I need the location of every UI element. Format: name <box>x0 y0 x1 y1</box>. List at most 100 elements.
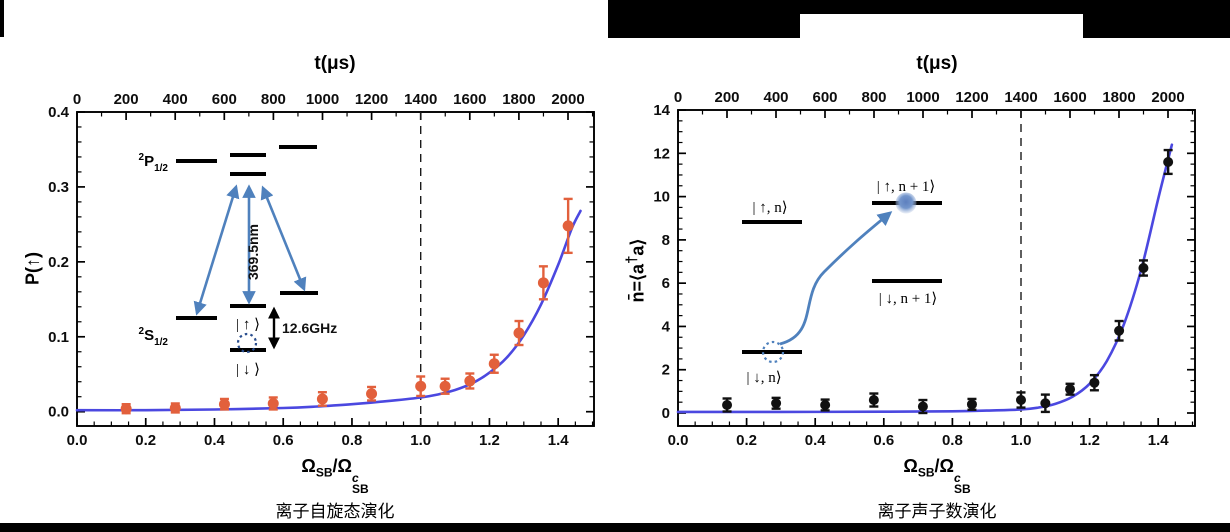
svg-text:400: 400 <box>763 89 788 106</box>
data-point <box>366 388 378 400</box>
svg-text:0.0: 0.0 <box>668 432 689 449</box>
data-point <box>1163 156 1174 167</box>
top-black-block-left <box>608 0 800 38</box>
theory-curve <box>676 143 1174 414</box>
svg-text:1000: 1000 <box>306 91 339 108</box>
data-point <box>1114 325 1125 336</box>
data-point <box>722 399 733 410</box>
svg-text:600: 600 <box>812 89 837 106</box>
down-ket-label: | ↓ ⟩ <box>236 362 260 378</box>
data-point <box>464 375 476 387</box>
svg-text:1.4: 1.4 <box>1148 432 1170 449</box>
electron-population-dashed-circle <box>236 332 258 354</box>
svg-text:200: 200 <box>114 91 139 108</box>
svg-text:10: 10 <box>653 189 670 206</box>
data-point <box>169 402 181 414</box>
phonon-ladder-inset: | ↑, n⟩ | ↑, n + 1⟩ | ↓, n + 1⟩ | ↓, n⟩ <box>742 179 942 386</box>
svg-text:2000: 2000 <box>1151 89 1184 106</box>
svg-text:1600: 1600 <box>453 91 486 108</box>
right-x-axis-title: ΩSB/Ω c SB <box>903 456 971 496</box>
svg-text:1.0: 1.0 <box>410 432 431 449</box>
data-point <box>415 380 427 392</box>
svg-text:0: 0 <box>73 91 81 108</box>
left-top-axis-title: t(μs) <box>314 53 356 74</box>
left-x-axis-title: ΩSB/Ω c SB <box>301 456 369 496</box>
phonon-levels <box>742 201 942 354</box>
svg-text:0.2: 0.2 <box>48 254 69 271</box>
s12-level-label: 2S1/2 <box>139 326 169 348</box>
data-point <box>1016 395 1026 406</box>
bottom-black-bar <box>0 523 1230 532</box>
data-layer <box>75 143 1174 415</box>
svg-text:12: 12 <box>653 145 670 162</box>
right-y-axis-title: n̄=⟨a†a⟩ <box>623 238 648 303</box>
data-point <box>1065 384 1076 395</box>
svg-text:1600: 1600 <box>1053 89 1086 106</box>
svg-text:4: 4 <box>662 318 671 335</box>
svg-text:1.2: 1.2 <box>1079 432 1100 449</box>
svg-text:0.2: 0.2 <box>736 432 757 449</box>
svg-text:0.6: 0.6 <box>273 432 294 449</box>
right-figure-caption: 离子声子数演化 <box>877 502 997 521</box>
data-point <box>1089 377 1100 388</box>
data-series-0 <box>120 197 574 415</box>
svg-text:1200: 1200 <box>355 91 388 108</box>
svg-text:0.0: 0.0 <box>48 404 69 421</box>
svg-text:2: 2 <box>662 362 670 379</box>
left-figure-caption: 离子自旋态演化 <box>275 502 395 521</box>
data-point <box>917 401 928 412</box>
data-point <box>537 277 549 289</box>
svg-text:1.0: 1.0 <box>1011 432 1032 449</box>
down-n-label: | ↓, n⟩ <box>746 370 781 386</box>
svg-text:800: 800 <box>861 89 886 106</box>
up-n1-label: | ↑, n + 1⟩ <box>877 179 936 195</box>
svg-text:1.2: 1.2 <box>479 432 500 449</box>
svg-text:6: 6 <box>662 275 670 292</box>
phonon-ball <box>895 192 917 214</box>
data-point <box>966 399 977 410</box>
svg-text:0.0: 0.0 <box>67 432 88 449</box>
splitting-label: 12.6GHz <box>282 320 337 336</box>
svg-text:2000: 2000 <box>551 91 584 108</box>
top-black-block-right <box>1083 0 1230 38</box>
svg-text:1400: 1400 <box>1004 89 1037 106</box>
data-point <box>439 380 451 392</box>
data-point <box>316 393 328 405</box>
data-point <box>488 358 500 370</box>
data-point <box>771 398 782 409</box>
svg-text:0.4: 0.4 <box>204 432 226 449</box>
svg-text:0.8: 0.8 <box>942 432 963 449</box>
down-n1-label: | ↓, n + 1⟩ <box>879 291 938 307</box>
svg-text:1400: 1400 <box>404 91 437 108</box>
laser-transition-arrows <box>193 184 307 316</box>
plot-axes-1: 0.0 0.2 0.4 0.6 0.8 1.0 1.2 1.40 200 400 600 800 100… <box>653 89 1196 449</box>
svg-text:400: 400 <box>163 91 188 108</box>
data-point <box>120 403 132 415</box>
initial-state-dashed-circle <box>761 340 785 364</box>
data-point <box>513 327 525 339</box>
top-left-black-notch <box>0 0 4 37</box>
svg-text:0.2: 0.2 <box>135 432 156 449</box>
svg-text:8: 8 <box>662 232 670 249</box>
svg-text:0.8: 0.8 <box>342 432 363 449</box>
axes-layer: 0.0 0.2 0.4 0.6 0.8 1.0 1.2 1.40 200 400 600 800 100… <box>48 89 1196 449</box>
svg-text:0: 0 <box>662 405 670 422</box>
data-point <box>1138 263 1149 274</box>
sideband-excitation-arrow <box>779 211 893 346</box>
svg-text:0: 0 <box>674 89 682 106</box>
data-point <box>562 220 574 232</box>
up-ket-label: | ↑ ⟩ <box>236 317 260 333</box>
data-point <box>267 397 279 409</box>
data-point <box>218 398 230 410</box>
svg-text:1.4: 1.4 <box>548 432 570 449</box>
data-series-1 <box>722 148 1174 415</box>
svg-text:1800: 1800 <box>1102 89 1135 106</box>
wavelength-label: 369.5nm <box>245 224 261 280</box>
level-diagram-inset: 2P1/2 2S1/2 369.5nm 12.6GHz | ↑ ⟩ | ↓ ⟩ <box>139 145 337 378</box>
right-top-axis-title: t(μs) <box>916 53 958 74</box>
svg-text:0.4: 0.4 <box>48 104 70 121</box>
energy-levels <box>176 145 318 352</box>
data-point <box>868 395 879 406</box>
